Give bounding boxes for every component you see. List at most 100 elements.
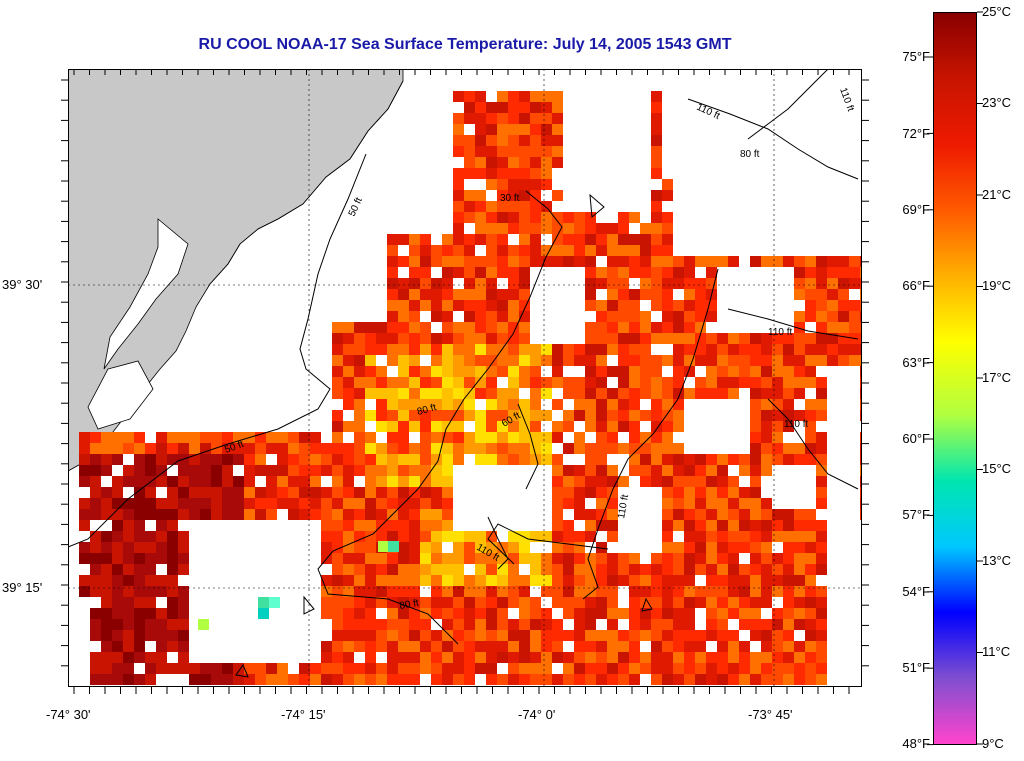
sst-pixel — [772, 531, 783, 542]
sst-pixel — [112, 476, 123, 487]
sst-pixel — [497, 652, 508, 663]
sst-pixel — [431, 641, 442, 652]
sst-pixel — [343, 322, 354, 333]
sst-pixel — [596, 432, 607, 443]
sst-pixel — [541, 256, 552, 267]
sst-pixel — [695, 630, 706, 641]
colorbar-f-label: 57°F — [902, 507, 930, 522]
sst-pixel — [794, 597, 805, 608]
sst-pixel — [552, 124, 563, 135]
sst-pixel — [706, 388, 717, 399]
sst-pixel — [739, 575, 750, 586]
sst-pixel — [519, 608, 530, 619]
sst-pixel — [332, 597, 343, 608]
sst-pixel — [112, 575, 123, 586]
sst-pixel — [805, 355, 816, 366]
sst-pixel — [475, 223, 486, 234]
sst-pixel — [486, 674, 497, 685]
sst-pixel — [794, 443, 805, 454]
sst-pixel — [387, 256, 398, 267]
sst-pixel — [365, 520, 376, 531]
sst-pixel — [398, 476, 409, 487]
sst-pixel — [145, 454, 156, 465]
sst-pixel — [574, 630, 585, 641]
sst-pixel — [541, 91, 552, 102]
sst-pixel — [629, 289, 640, 300]
sst-pixel — [695, 300, 706, 311]
sst-pixel — [398, 322, 409, 333]
sst-pixel — [453, 564, 464, 575]
sst-pixel — [332, 432, 343, 443]
sst-pixel — [574, 586, 585, 597]
sst-pixel — [662, 377, 673, 388]
sst-pixel — [750, 509, 761, 520]
sst-pixel — [497, 289, 508, 300]
sst-pixel — [211, 443, 222, 454]
sst-pixel — [519, 190, 530, 201]
sst-pixel — [662, 190, 673, 201]
sst-pixel — [365, 663, 376, 674]
sst-pixel — [673, 553, 684, 564]
sst-pixel — [475, 113, 486, 124]
sst-pixel — [376, 421, 387, 432]
sst-pixel — [354, 531, 365, 542]
sst-pixel — [475, 432, 486, 443]
sst-pixel — [783, 333, 794, 344]
sst-pixel — [508, 531, 519, 542]
sst-pixel — [673, 355, 684, 366]
sst-pixel — [464, 91, 475, 102]
sst-pixel — [838, 267, 849, 278]
sst-pixel — [442, 454, 453, 465]
sst-pixel — [629, 564, 640, 575]
sst-pixel — [442, 487, 453, 498]
sst-pixel — [332, 619, 343, 630]
sst-pixel — [134, 575, 145, 586]
sst-pixel — [761, 388, 772, 399]
longitude-label: -73° 45' — [748, 707, 793, 722]
sst-pixel — [90, 443, 101, 454]
sst-pixel — [563, 234, 574, 245]
sst-pixel — [816, 487, 827, 498]
sst-pixel — [343, 443, 354, 454]
sst-pixel — [805, 520, 816, 531]
sst-pixel — [123, 652, 134, 663]
sst-pixel — [651, 355, 662, 366]
sst-pixel — [178, 586, 189, 597]
sst-pixel — [530, 102, 541, 113]
sst-pixel — [772, 355, 783, 366]
sst-pixel — [398, 432, 409, 443]
sst-pixel — [618, 322, 629, 333]
sst-pixel — [552, 487, 563, 498]
sst-pixel — [167, 608, 178, 619]
sst-pixel — [750, 443, 761, 454]
sst-pixel — [552, 586, 563, 597]
sst-pixel — [750, 586, 761, 597]
sst-pixel — [695, 465, 706, 476]
sst-pixel — [805, 333, 816, 344]
sst-pixel — [90, 454, 101, 465]
sst-pixel — [552, 520, 563, 531]
sst-pixel — [497, 608, 508, 619]
sst-pixel — [816, 542, 827, 553]
sst-pixel — [343, 674, 354, 685]
sst-pixel — [354, 322, 365, 333]
sst-pixel — [728, 641, 739, 652]
sst-pixel — [651, 476, 662, 487]
sst-pixel — [475, 630, 486, 641]
sst-pixel — [112, 542, 123, 553]
sst-pixel — [640, 586, 651, 597]
sst-pixel — [585, 597, 596, 608]
sst-pixel — [442, 465, 453, 476]
sst-pixel — [365, 388, 376, 399]
sst-pixel — [486, 311, 497, 322]
sst-pixel — [717, 608, 728, 619]
sst-pixel — [497, 443, 508, 454]
sst-pixel — [233, 476, 244, 487]
sst-map[interactable]: 110 ft 110 ft 80 ft 50 ft 30 ft 110 ft 8… — [68, 69, 862, 687]
sst-pixel — [640, 388, 651, 399]
sst-pixel — [541, 223, 552, 234]
sst-pixel — [838, 322, 849, 333]
sst-pixel — [629, 377, 640, 388]
sst-pixel — [783, 663, 794, 674]
sst-pixel — [343, 498, 354, 509]
